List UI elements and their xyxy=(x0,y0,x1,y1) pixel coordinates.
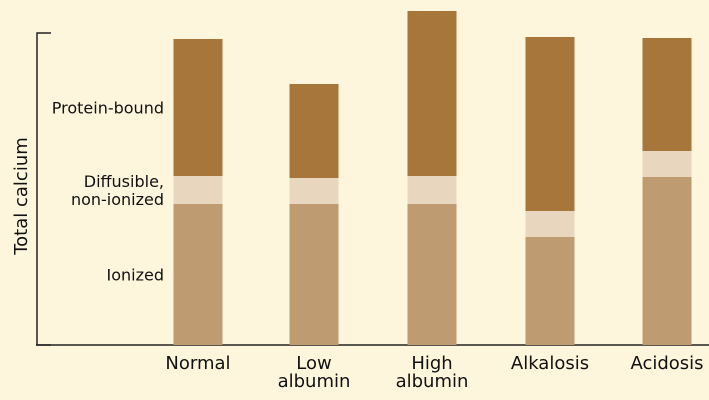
bar-high-albumin-ionized xyxy=(407,204,457,345)
x-tick-label-low-albumin: Low albumin xyxy=(278,353,351,392)
series-label-protein-bound: Protein-bound xyxy=(52,99,164,118)
bar-low-albumin-protein-bound xyxy=(289,84,339,178)
x-tick-label-acidosis: Acidosis xyxy=(630,353,703,374)
series-label-diffusible-non-ionized: Diffusible, non-ionized xyxy=(71,172,164,209)
bars xyxy=(173,11,692,345)
bar-low-albumin-diffusible-non-ionized xyxy=(289,178,339,204)
series-labels: Ionized Diffusible, non-ionized Protein-bou… xyxy=(52,99,164,285)
bar-alkalosis-diffusible-non-ionized xyxy=(525,211,575,237)
x-tick-label-normal: Normal xyxy=(165,353,230,374)
axes: Total calcium xyxy=(11,32,709,346)
bar-normal-diffusible-non-ionized xyxy=(173,176,223,204)
x-tick-label-alkalosis: Alkalosis xyxy=(511,353,589,374)
y-axis-label: Total calcium xyxy=(11,137,32,256)
x-tick-label-high-albumin: High albumin xyxy=(396,353,469,392)
bar-low-albumin-ionized xyxy=(289,204,339,345)
bar-acidosis-diffusible-non-ionized xyxy=(642,151,692,177)
bar-alkalosis-protein-bound xyxy=(525,37,575,211)
bar-alkalosis-ionized xyxy=(525,237,575,345)
bar-high-albumin-diffusible-non-ionized xyxy=(407,176,457,204)
series-label-ionized: Ionized xyxy=(107,266,165,285)
bar-normal-ionized xyxy=(173,204,223,345)
y-bracket xyxy=(36,32,51,346)
category-labels: Normal Low albumin High albumin Alkalosis Acid… xyxy=(165,353,703,392)
bar-normal-protein-bound xyxy=(173,39,223,176)
bar-acidosis-ionized xyxy=(642,177,692,345)
bar-high-albumin-protein-bound xyxy=(407,11,457,176)
bar-acidosis-protein-bound xyxy=(642,38,692,151)
